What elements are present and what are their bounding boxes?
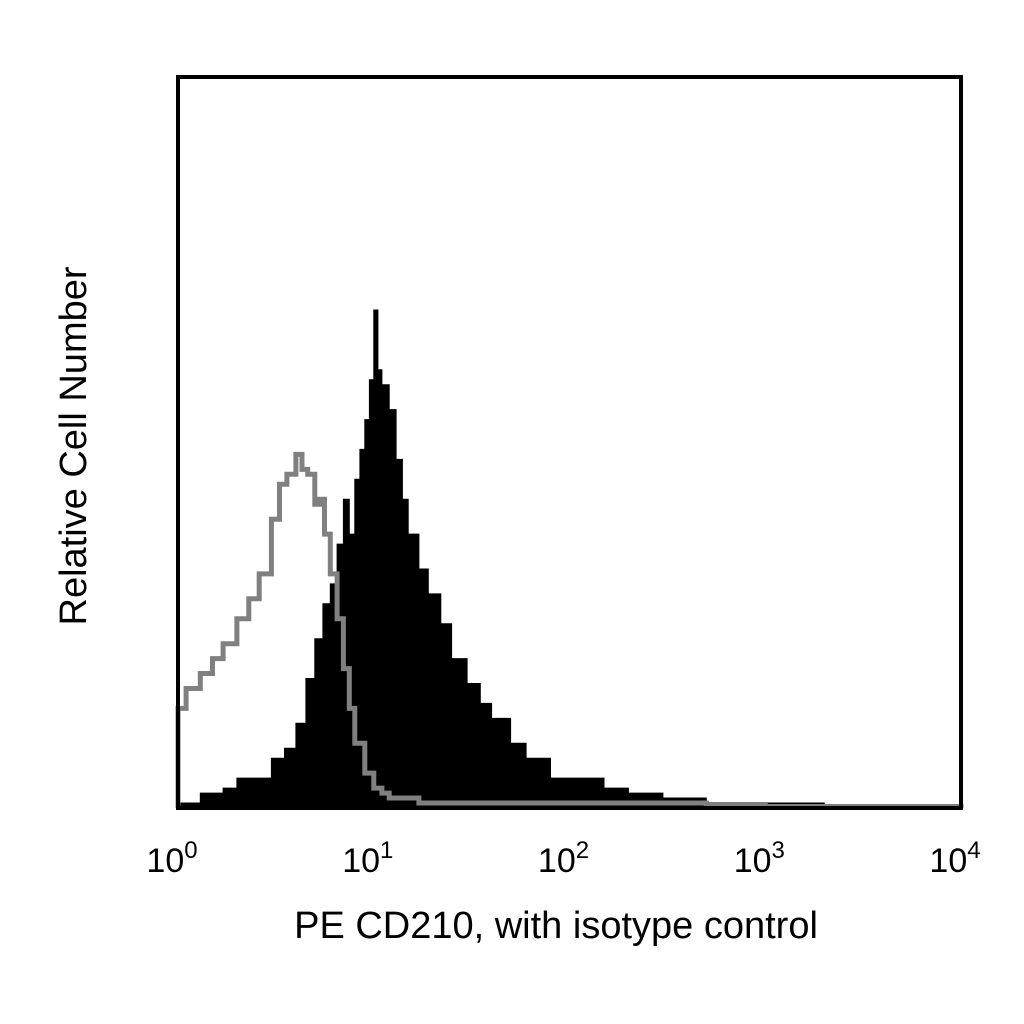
- x-axis-label: PE CD210, with isotype control: [294, 905, 818, 947]
- isotype-control-histogram: [175, 451, 964, 809]
- x-tick-label: 103: [734, 837, 785, 880]
- plot-area: [175, 309, 964, 809]
- cd210-histogram: [177, 309, 962, 809]
- x-axis-ticks: 100 101 102 103 104: [146, 837, 980, 880]
- x-tick-label: 102: [538, 837, 589, 880]
- x-tick-label: 100: [146, 837, 197, 880]
- x-tick-label: 104: [929, 837, 980, 880]
- x-tick-label: 101: [342, 837, 393, 880]
- y-axis-label: Relative Cell Number: [53, 266, 95, 625]
- plot-frame: [176, 75, 963, 810]
